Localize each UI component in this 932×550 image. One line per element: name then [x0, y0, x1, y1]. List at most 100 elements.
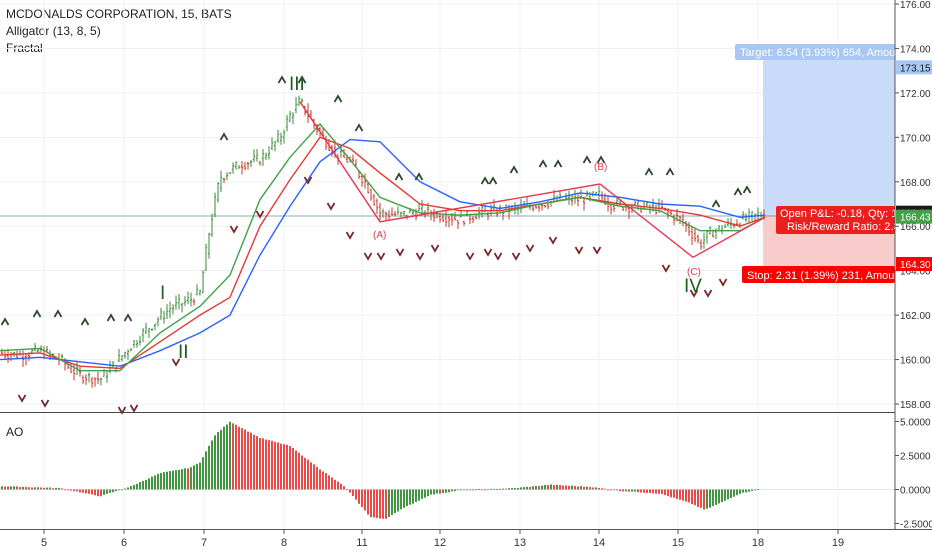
- ao-bar: [466, 489, 468, 491]
- ao-bar: [580, 486, 582, 490]
- ao-bar: [229, 421, 231, 490]
- rr-label: Risk/Reward Ratio: 2.83: [787, 221, 906, 233]
- ao-bar: [43, 487, 45, 490]
- ao-bar: [373, 489, 375, 518]
- target-zone[interactable]: [763, 48, 895, 216]
- ao-bar: [148, 478, 150, 490]
- ao-bar: [310, 462, 312, 490]
- ao-bar: [481, 489, 483, 491]
- ao-bar: [640, 489, 642, 493]
- time-axis[interactable]: 5 6 7 8 11 12 13 14 15 18 19: [41, 530, 844, 549]
- ao-bar: [526, 486, 528, 490]
- fractal-down-marker: [592, 246, 602, 255]
- alligator-lips-line: [0, 122, 766, 372]
- ao-bar: [706, 489, 708, 509]
- ao-bar: [130, 486, 132, 490]
- ao-bar: [274, 441, 276, 490]
- ao-bar: [700, 489, 702, 508]
- ao-bar: [73, 489, 75, 492]
- time-tick-label: 15: [672, 537, 684, 549]
- fractal-down-marker: [465, 252, 475, 261]
- ao-bar: [529, 486, 531, 490]
- price-axis[interactable]: 176.00 174.00 172.00 170.00 168.00 166.00 164.…: [895, 0, 932, 411]
- pnl-label-box[interactable]: [776, 206, 895, 234]
- ao-bar: [613, 489, 615, 491]
- ao-bar: [28, 487, 30, 490]
- time-tick-label: 12: [434, 537, 446, 549]
- ao-bar: [19, 487, 21, 490]
- time-tick-label: 19: [832, 537, 844, 549]
- fractal-up-marker: [488, 176, 498, 185]
- ao-bar: [496, 489, 498, 490]
- ao-bar: [478, 489, 480, 491]
- fractal-up-marker: [333, 94, 343, 103]
- ao-bar: [532, 486, 534, 490]
- target-label: Target: 6.54 (3.93%) 654, Amount: [740, 47, 905, 59]
- ao-bar: [346, 488, 348, 490]
- elliott-wave-lines[interactable]: [299, 101, 766, 259]
- ao-bar: [40, 487, 42, 490]
- ao-bar: [589, 487, 591, 490]
- fractal-markers: [0, 75, 752, 415]
- ao-bar: [610, 489, 612, 491]
- ao-bar: [82, 489, 84, 493]
- ao-bar: [391, 489, 393, 516]
- ao-bar: [154, 475, 156, 490]
- ao-bar: [199, 462, 201, 490]
- ao-bar: [184, 468, 186, 490]
- ao-bar: [433, 489, 435, 495]
- ao-bar: [94, 489, 96, 496]
- ao-bar: [457, 489, 459, 491]
- ao-tick-label: 2.5000: [900, 452, 931, 463]
- ao-bar: [595, 487, 597, 490]
- price-tick-label: 162.00: [900, 311, 931, 322]
- wave-label-C: (C): [687, 267, 701, 278]
- ao-bar: [10, 486, 12, 490]
- wave-label-II: II: [178, 342, 189, 363]
- ao-bar: [85, 489, 87, 494]
- ao-bar: [25, 486, 27, 490]
- fractal-down-marker: [548, 236, 558, 245]
- price-tick-label: 158.00: [900, 400, 931, 411]
- fractal-up-marker: [123, 313, 133, 322]
- ao-bar: [517, 488, 519, 490]
- stop-label-box[interactable]: [742, 266, 895, 283]
- ao-bar: [289, 446, 291, 490]
- fractal-up-marker: [711, 199, 721, 208]
- ao-bar: [295, 450, 297, 490]
- fractal-up-marker: [0, 317, 10, 326]
- ao-bar: [61, 488, 63, 490]
- alligator-indicator-label[interactable]: Alligator (13, 8, 5): [6, 24, 101, 38]
- ao-bar: [337, 481, 339, 490]
- ao-bar: [142, 480, 144, 490]
- ao-bar: [682, 489, 684, 501]
- ao-bar: [319, 469, 321, 490]
- time-tick-label: 11: [356, 537, 367, 549]
- ao-bar: [103, 489, 105, 495]
- wave-label-A: (A): [373, 230, 386, 241]
- ao-axis[interactable]: 5.0000 2.5000 0.0000 -2.5000: [894, 413, 932, 531]
- price-marker-box: [896, 257, 932, 271]
- ao-bar: [406, 489, 408, 507]
- ao-bar: [643, 489, 645, 493]
- ao-bar: [691, 489, 693, 505]
- ao-bar: [169, 471, 171, 490]
- time-tick-label: 5: [41, 537, 47, 549]
- price-tick-label: 174.00: [900, 44, 931, 55]
- ao-bar: [709, 489, 711, 508]
- ao-bar: [205, 451, 207, 490]
- fractal-down-marker: [511, 252, 521, 261]
- ao-tick-label: 5.0000: [900, 418, 931, 429]
- ao-pane-label[interactable]: AO: [6, 425, 23, 439]
- symbol-title[interactable]: MCDONALDS CORPORATION, 15, BATS: [6, 7, 232, 21]
- ao-bar: [490, 488, 492, 490]
- fractal-down-marker: [345, 231, 355, 240]
- ao-bar: [151, 476, 153, 490]
- fractal-up-marker: [277, 75, 287, 84]
- ao-bar: [277, 442, 279, 490]
- ao-bar: [685, 489, 687, 502]
- target-label-box[interactable]: [735, 44, 895, 60]
- fractal-down-marker: [395, 248, 405, 257]
- ao-bar: [502, 488, 504, 490]
